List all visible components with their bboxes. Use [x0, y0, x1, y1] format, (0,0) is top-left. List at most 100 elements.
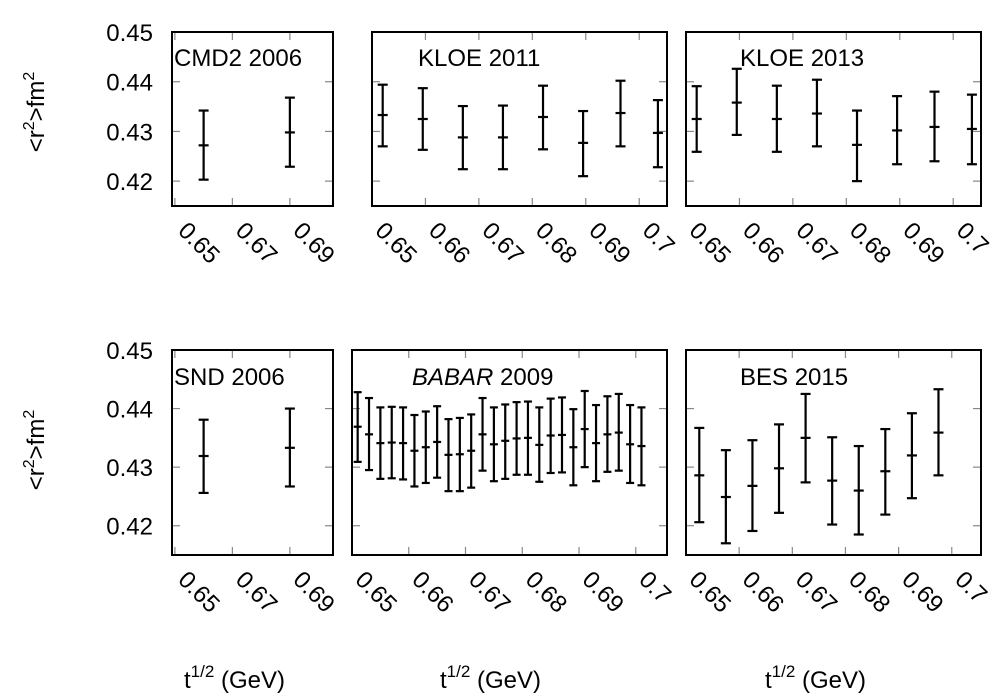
data-point: [455, 416, 464, 493]
data-point: [421, 410, 430, 485]
x-tick-label: 0.67: [790, 566, 842, 618]
x-tick-label: 0.66: [423, 217, 475, 269]
x-axis-title-right: t1/2 (GeV): [765, 662, 866, 694]
plot-frame: [685, 31, 982, 207]
data-point: [800, 392, 811, 484]
y-tick-label: 0.44: [106, 397, 153, 424]
x-tick-label: 0.69: [898, 217, 950, 269]
plot-frame: [685, 349, 982, 556]
x-tick-label: 0.67: [791, 217, 843, 269]
panel-title-text: 2009: [493, 364, 553, 391]
data-point: [731, 67, 742, 137]
y-tick-label: 0.43: [106, 455, 153, 482]
panel-title-text: KLOE 2011: [418, 45, 540, 72]
panel-title-text: CMD2 2006: [174, 45, 302, 72]
data-point: [626, 403, 635, 485]
data-point: [198, 109, 209, 181]
panel-title-text: SND 2006: [174, 364, 285, 391]
plot-frame: [371, 31, 668, 207]
data-point: [580, 389, 589, 469]
data-point: [457, 104, 468, 171]
data-point: [652, 99, 663, 169]
x-tick-label: 0.69: [584, 217, 636, 269]
data-point: [615, 79, 626, 148]
data-point: [906, 412, 917, 500]
xlabel-base: t: [765, 667, 772, 694]
x-tick-label: 0.69: [288, 566, 340, 618]
data-point: [966, 93, 977, 166]
plot-frame: [171, 31, 334, 207]
data-point: [410, 413, 419, 488]
plot-frame: [351, 349, 668, 556]
data-point: [771, 84, 782, 153]
data-point: [387, 405, 396, 480]
x-tick-label: 0.65: [684, 217, 736, 269]
x-tick-label: 0.65: [350, 566, 402, 618]
data-point: [774, 423, 785, 514]
ylabel-sup: 2: [21, 459, 38, 468]
data-point: [852, 109, 863, 183]
data-point: [747, 439, 758, 533]
x-tick-label: 0.67: [477, 217, 529, 269]
x-tick-label: 0.68: [530, 217, 582, 269]
x-tick-label: 0.7: [634, 566, 677, 609]
data-point: [546, 397, 555, 475]
data-point: [929, 90, 940, 163]
panel-title-italic: BABAR: [412, 364, 493, 391]
x-tick-label: 0.68: [844, 217, 896, 269]
x-axis-title-middle: t1/2 (GeV): [440, 662, 541, 694]
x-tick-label: 0.68: [843, 566, 895, 618]
data-point: [691, 85, 702, 153]
x-tick-label: 0.68: [520, 566, 572, 618]
data-point: [512, 401, 521, 476]
panel-top-right: 0.65 0.66 0.67 0.68 0.69 0.7 KLOE 2013: [684, 31, 994, 269]
x-axis-title-left: t1/2 (GeV): [184, 662, 285, 694]
data-point: [433, 405, 442, 479]
y-axis-title-top: <r2>fm2: [21, 72, 50, 153]
data-point: [637, 406, 646, 487]
data-point: [694, 426, 705, 524]
panel-title: SND 2006: [174, 364, 285, 391]
y-tick-label: 0.42: [106, 169, 153, 196]
data-point: [603, 395, 612, 473]
data-point: [489, 406, 498, 483]
x-tick-label: 0.7: [950, 566, 993, 609]
y-tick-label: 0.45: [106, 338, 153, 365]
data-point: [558, 396, 566, 474]
xlabel-base: t: [184, 667, 191, 694]
xlabel-sup: 1/2: [447, 662, 471, 681]
ylabel-sup: 2: [21, 72, 38, 81]
x-tick-label: 0.66: [407, 566, 459, 618]
data-point: [538, 84, 549, 151]
panel-title: BABAR 2009: [412, 364, 553, 391]
panel-top-middle: 0.65 0.66 0.67 0.68 0.69 0.7 KLOE 2011: [370, 31, 680, 269]
x-tick-label: 0.69: [288, 217, 340, 269]
panel-title: KLOE 2013: [740, 45, 864, 72]
data-point: [353, 391, 362, 463]
data-point: [284, 96, 295, 168]
x-tick-label: 0.66: [737, 566, 789, 618]
x-tick-label: 0.65: [173, 217, 225, 269]
panel-title-text: BES 2015: [740, 364, 848, 391]
data-point: [198, 418, 209, 495]
panel-top-left: 0.45 0.44 0.43 0.42 0.65 0.67 0.69 CMD2 2006: [106, 20, 339, 269]
x-tick-label: 0.7: [637, 217, 680, 260]
data-point: [933, 388, 944, 477]
x-tick-label: 0.66: [737, 217, 789, 269]
data-point: [614, 392, 623, 472]
data-point: [827, 436, 838, 526]
data-point: [720, 449, 731, 545]
x-tick-label: 0.65: [370, 217, 422, 269]
x-tick-label: 0.67: [463, 566, 515, 618]
xlabel-unit: (GeV): [795, 667, 866, 694]
ylabel-part: >fm: [23, 419, 50, 460]
xlabel-base: t: [440, 667, 447, 694]
data-point: [377, 83, 388, 148]
panel-title: KLOE 2011: [418, 45, 540, 72]
x-tick-label: 0.69: [896, 566, 948, 618]
data-point: [467, 413, 476, 489]
x-tick-label: 0.7: [951, 217, 994, 260]
panel-title: BES 2015: [740, 364, 848, 391]
panel-title-text: KLOE 2013: [740, 45, 864, 72]
